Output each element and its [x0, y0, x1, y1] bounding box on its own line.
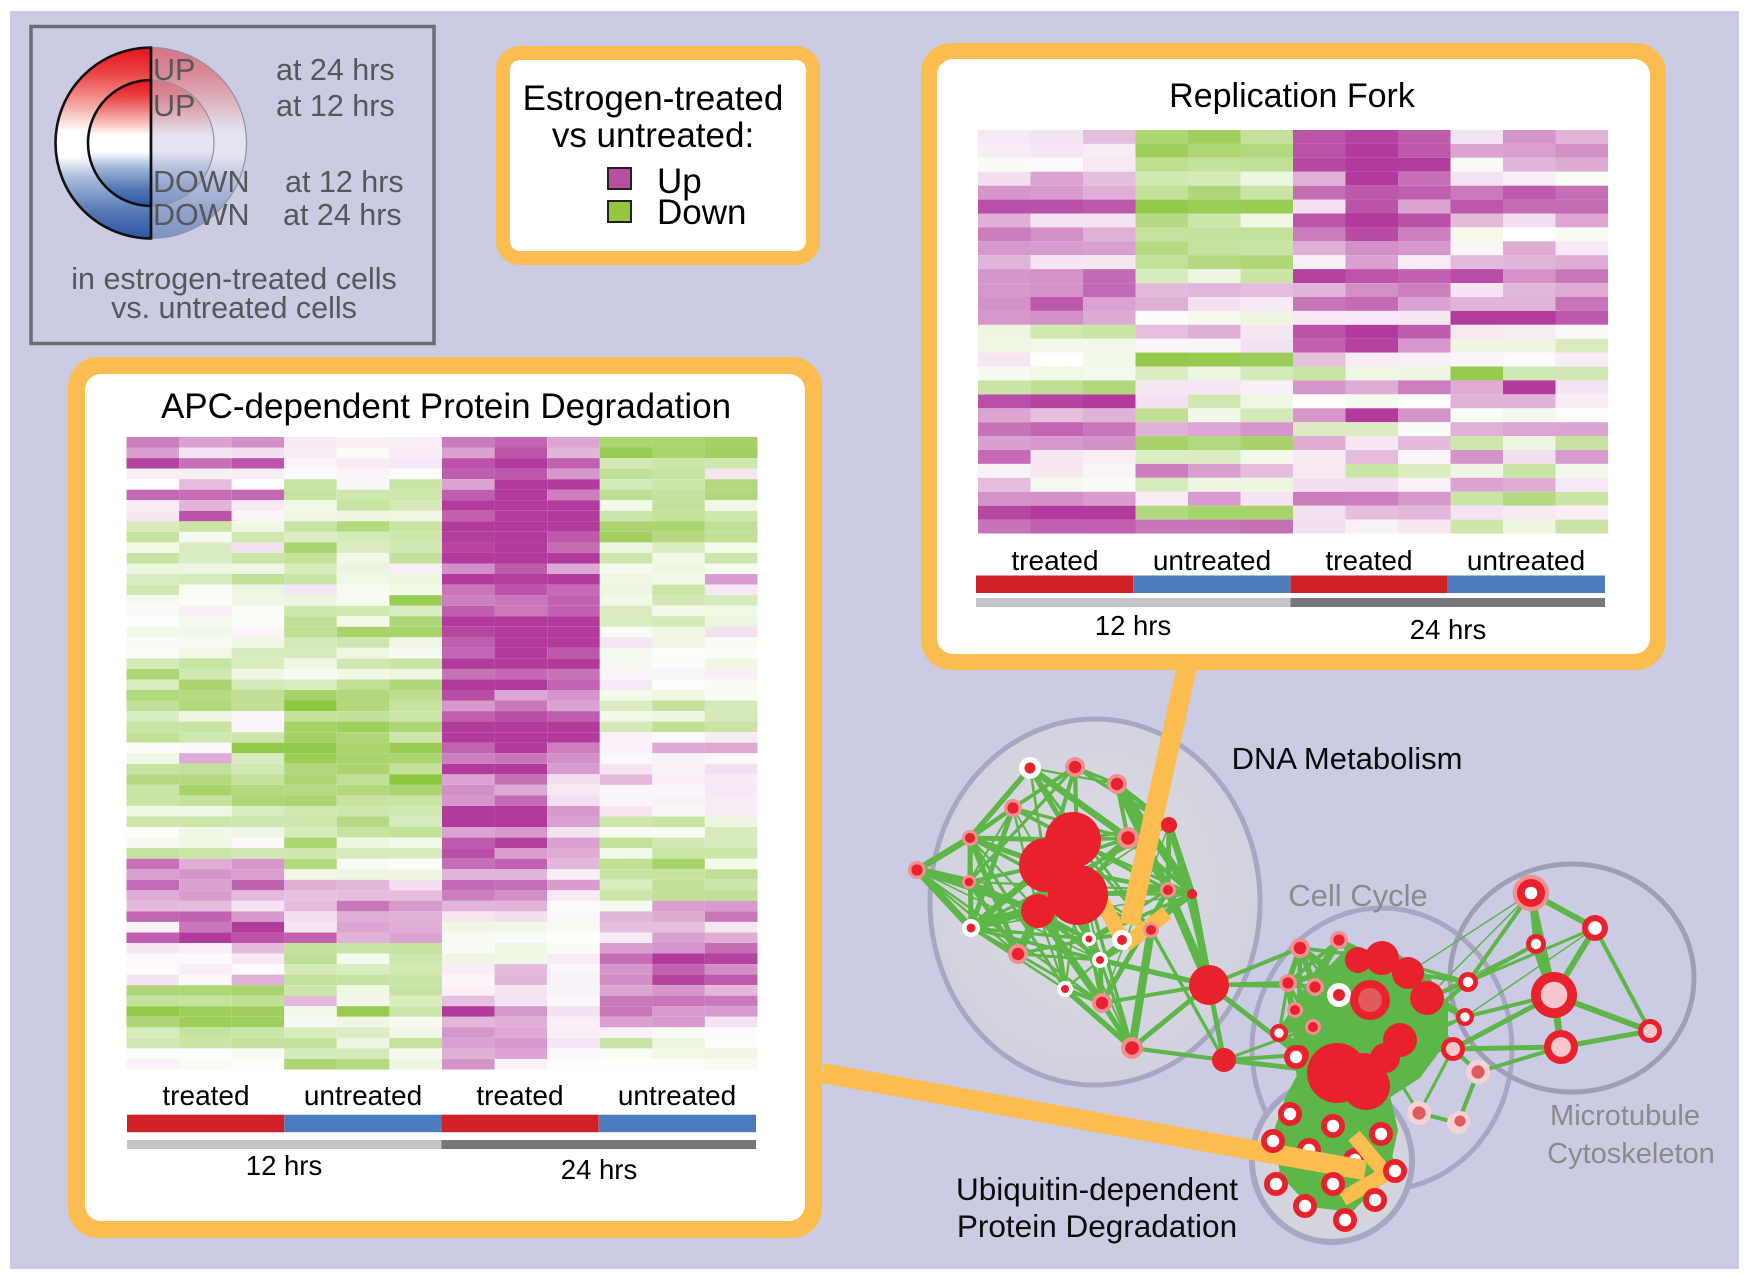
svg-text:at 12 hrs: at 12 hrs	[285, 165, 404, 199]
svg-text:treated: treated	[162, 1080, 249, 1111]
svg-text:treated: treated	[476, 1080, 563, 1111]
svg-text:in estrogen-treated cells: in estrogen-treated cells	[71, 262, 397, 296]
svg-text:Down: Down	[657, 193, 746, 232]
svg-text:Ubiquitin-dependent: Ubiquitin-dependent	[956, 1171, 1238, 1207]
svg-text:Cytoskeleton: Cytoskeleton	[1547, 1138, 1715, 1170]
svg-text:treated: treated	[1325, 545, 1412, 576]
svg-text:at 24 hrs: at 24 hrs	[283, 198, 402, 232]
svg-text:APC-dependent Protein Degradat: APC-dependent Protein Degradation	[161, 387, 731, 426]
svg-text:DOWN: DOWN	[153, 198, 250, 232]
svg-text:DNA Metabolism: DNA Metabolism	[1232, 741, 1463, 776]
svg-text:Up: Up	[657, 162, 702, 201]
svg-text:at 24 hrs: at 24 hrs	[276, 53, 395, 87]
svg-text:vs. untreated cells: vs. untreated cells	[111, 291, 357, 325]
svg-text:treated: treated	[1011, 545, 1098, 576]
svg-text:untreated: untreated	[1153, 545, 1271, 576]
svg-text:24 hrs: 24 hrs	[561, 1154, 637, 1185]
svg-text:Replication Fork: Replication Fork	[1169, 77, 1416, 115]
svg-text:24 hrs: 24 hrs	[1410, 614, 1486, 645]
svg-text:Cell Cycle: Cell Cycle	[1288, 878, 1428, 913]
svg-text:12 hrs: 12 hrs	[1095, 610, 1171, 641]
svg-text:UP: UP	[153, 89, 195, 123]
svg-text:untreated: untreated	[1467, 545, 1585, 576]
svg-text:at 12 hrs: at 12 hrs	[276, 89, 395, 123]
svg-text:untreated: untreated	[618, 1080, 736, 1111]
svg-text:untreated: untreated	[304, 1080, 422, 1111]
svg-text:vs untreated:: vs untreated:	[552, 116, 754, 155]
svg-text:UP: UP	[153, 53, 195, 87]
svg-text:12 hrs: 12 hrs	[246, 1150, 322, 1181]
svg-text:Protein Degradation: Protein Degradation	[957, 1208, 1237, 1244]
svg-text:DOWN: DOWN	[153, 165, 250, 199]
svg-text:Microtubule: Microtubule	[1550, 1100, 1700, 1132]
svg-text:Estrogen-treated: Estrogen-treated	[523, 79, 784, 118]
